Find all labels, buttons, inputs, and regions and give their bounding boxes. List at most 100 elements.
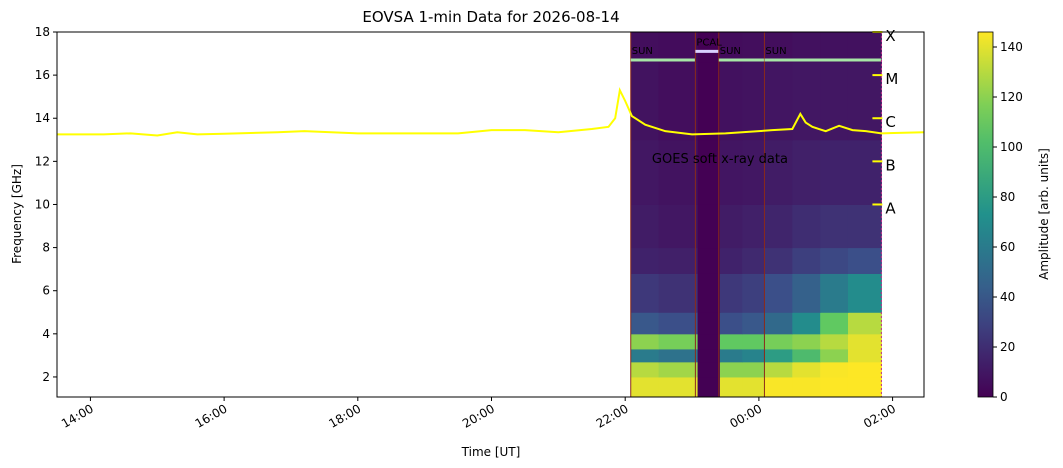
heatmap-cell [764,62,793,141]
heatmap-cell [820,247,849,274]
heatmap-cell [658,273,699,313]
heatmap-cell [697,376,721,397]
heatmap-cell [847,273,882,313]
heatmap-cell [847,204,882,249]
heatmap-cell [742,361,765,378]
heatmap-cell [658,247,699,274]
heatmap-cell [847,333,882,350]
x-tick-label: 14:00 [59,401,96,430]
heatmap-cell [820,348,849,363]
heatmap-cell [658,333,699,350]
y-tick-label: 10 [35,197,50,211]
heatmap-cell [630,204,660,249]
heatmap-cell [630,312,660,335]
x-tick-label: 22:00 [594,401,631,430]
heatmap-cell [658,62,699,141]
heatmap-cell [697,273,721,313]
heatmap-cell [764,204,793,249]
heatmap-cell [719,62,743,141]
colorbar-tick-label: 0 [1000,390,1008,404]
heatmap-cell [764,273,793,313]
y-tick-label: 16 [35,68,50,82]
annotation: GOES soft x-ray data [652,152,788,167]
heatmap-cell [658,312,699,335]
class-label: X [885,27,895,45]
heatmap-cell [697,333,721,350]
heatmap-cell [847,376,882,397]
heatmap-cell [719,247,743,274]
heatmap-cell [764,376,793,397]
heatmap-cell [742,204,765,249]
heatmap-cell [719,333,743,350]
heatmap-cell [847,139,882,205]
heatmap-cell [820,376,849,397]
heatmap-cell [820,204,849,249]
heatmap-cell [742,333,765,350]
heatmap-cell [719,204,743,249]
heatmap-cell [658,32,699,63]
class-label: C [885,113,895,131]
heatmap-cell [742,376,765,397]
heatmap-cell [630,32,660,63]
heatmap-cell [630,376,660,397]
heatmap-cell [697,312,721,335]
heatmap-cell [719,32,743,63]
heatmap-cell [697,348,721,363]
heatmap-cell [658,348,699,363]
heatmap-cell [742,247,765,274]
class-label: A [885,199,896,217]
x-tick-label: 00:00 [727,401,764,430]
heatmap-cell [719,361,743,378]
heatmap-cell [764,139,793,205]
heatmap-cell [764,333,793,350]
heatmap-cell [820,361,849,378]
y-tick-label: 4 [42,327,50,341]
heatmap-cell [820,32,849,63]
heatmap-cell [847,361,882,378]
colorbar-tick-label: 140 [1000,40,1023,54]
class-label: B [885,156,895,174]
x-tick-label: 16:00 [193,401,230,430]
heatmap-cell [820,333,849,350]
heatmap-cell [719,139,743,205]
y-tick-label: 2 [42,370,50,384]
chart-title: EOVSA 1-min Data for 2026-08-14 [362,8,619,26]
colorbar-tick-label: 120 [1000,90,1023,104]
scan-label: SUN [765,46,786,57]
heatmap-cell [630,247,660,274]
heatmap-cell [658,139,699,205]
heatmap-cell [630,348,660,363]
colorbar-tick-label: 100 [1000,140,1023,154]
x-axis-label: Time [UT] [461,445,521,459]
heatmap-cell [820,139,849,205]
scan-label: PCAL [696,37,722,48]
heatmap-cell [742,139,765,205]
plot-frame [56,31,925,398]
heatmap-cell [792,361,821,378]
heatmap-cell [742,32,765,63]
heatmap-cell [658,204,699,249]
x-tick-label: 02:00 [861,401,898,430]
heatmap-cell [630,139,660,205]
y-axis-label: Frequency [GHz] [10,164,24,264]
heatmap-cell [742,273,765,313]
heatmap-cell [742,348,765,363]
heatmap-cell [792,204,821,249]
plot-area [57,32,924,397]
scan-label: SUN [720,46,741,57]
goes-line [57,86,924,137]
y-tick-label: 18 [35,25,50,39]
heatmap-cell [697,361,721,378]
heatmap-cell [697,139,721,205]
heatmap-cell [764,312,793,335]
heatmap-cell [764,32,793,63]
heatmap-cell [697,62,721,141]
heatmap-cell [658,376,699,397]
heatmap-cell [792,139,821,205]
y-tick-label: 6 [42,284,50,298]
colorbar-tick-label: 60 [1000,240,1015,254]
heatmap-cell [630,273,660,313]
heatmap-cell [697,204,721,249]
heatmap-cell [764,348,793,363]
